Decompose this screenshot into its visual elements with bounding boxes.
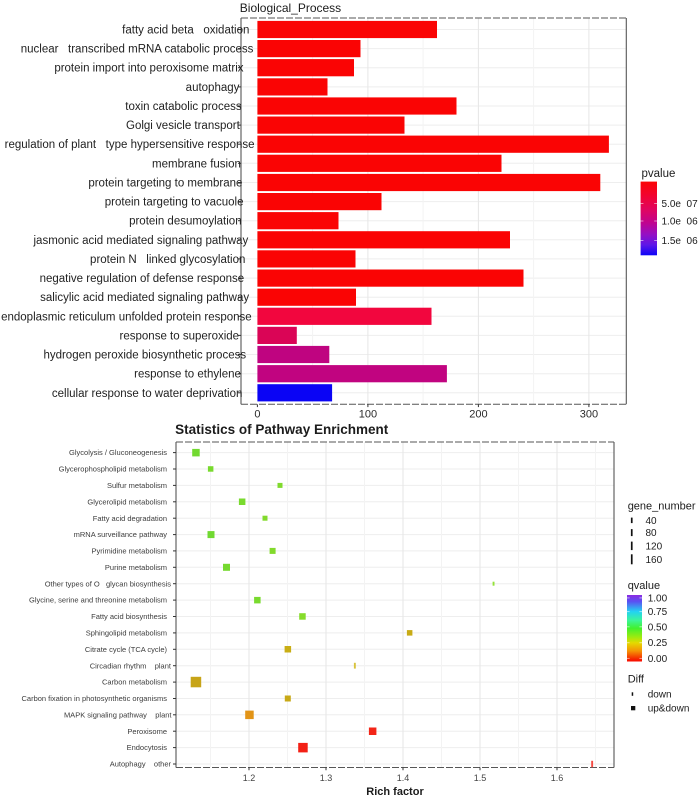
svg-text:Sulfur metabolism: Sulfur metabolism (107, 481, 167, 490)
svg-text:protein import into peroxisome: protein import into peroxisome matrix (54, 63, 243, 75)
svg-text:Sphingolipid metabolism: Sphingolipid metabolism (86, 629, 167, 638)
svg-text:autophagy: autophagy (186, 82, 240, 94)
svg-text:1.2: 1.2 (243, 773, 256, 783)
svg-text:0.75: 0.75 (648, 607, 668, 618)
svg-text:120: 120 (646, 541, 663, 552)
svg-text:300: 300 (580, 408, 598, 420)
svg-text:Autophagy other: Autophagy other (110, 760, 172, 769)
svg-text:Circadian rhythm plant: Circadian rhythm plant (90, 661, 172, 670)
svg-text:Diff: Diff (628, 674, 645, 686)
svg-text:Rich factor: Rich factor (366, 786, 424, 798)
svg-text:1.3: 1.3 (320, 773, 333, 783)
svg-text:Statistics of Pathway Enrichme: Statistics of Pathway Enrichment (175, 422, 389, 437)
svg-text:Glycerolipid metabolism: Glycerolipid metabolism (87, 497, 167, 506)
svg-text:Fatty acid biosynthesis: Fatty acid biosynthesis (91, 612, 167, 621)
svg-text:regulation of plant type hyp: regulation of plant type hypersensitive … (5, 139, 255, 151)
svg-text:Fatty acid degradation: Fatty acid degradation (93, 514, 167, 523)
svg-text:1.4: 1.4 (397, 773, 410, 783)
svg-text:Glycolysis / Gluconeogenesis: Glycolysis / Gluconeogenesis (69, 448, 167, 457)
svg-text:1.0e 06: 1.0e 06 (662, 217, 699, 228)
svg-text:1.5e 06: 1.5e 06 (662, 236, 699, 247)
svg-text:1.6: 1.6 (551, 773, 564, 783)
svg-text:hydrogen peroxide biosynthetic: hydrogen peroxide biosynthetic process (43, 350, 246, 362)
svg-text:Citrate cycle (TCA cycle): Citrate cycle (TCA cycle) (85, 645, 168, 654)
svg-text:response to ethylene: response to ethylene (134, 369, 241, 381)
svg-text:protein N linked glycosylati: protein N linked glycosylation (90, 254, 245, 266)
svg-text:Peroxisome: Peroxisome (127, 727, 167, 736)
svg-text:Other types of O glycan bios: Other types of O glycan biosynthesis (45, 579, 172, 588)
svg-text:40: 40 (646, 516, 658, 527)
svg-text:mRNA surveillance pathway: mRNA surveillance pathway (74, 530, 168, 539)
svg-text:160: 160 (646, 555, 663, 566)
svg-text:negative regulation of defense: negative regulation of defense response (40, 273, 245, 285)
svg-text:Glycine, serine and threonine: Glycine, serine and threonine metabolism (29, 596, 167, 605)
svg-text:up&down: up&down (648, 704, 690, 715)
svg-text:200: 200 (469, 408, 487, 420)
svg-text:protein desumoylation: protein desumoylation (129, 216, 242, 228)
svg-text:toxin catabolic process: toxin catabolic process (125, 101, 242, 113)
svg-text:fatty acid beta oxidation: fatty acid beta oxidation (122, 25, 249, 37)
svg-text:0: 0 (254, 408, 260, 420)
svg-text:protein targeting to membrane: protein targeting to membrane (88, 178, 242, 190)
svg-text:0.25: 0.25 (648, 638, 668, 649)
svg-text:down: down (648, 690, 672, 701)
svg-text:0.50: 0.50 (648, 622, 668, 633)
svg-text:1.5: 1.5 (474, 773, 487, 783)
svg-text:pvalue: pvalue (642, 168, 676, 180)
svg-text:MAPK signaling pathway plan: MAPK signaling pathway plant (64, 710, 172, 719)
svg-text:Golgi vesicle transport: Golgi vesicle transport (126, 120, 241, 132)
svg-text:cellular response to water dep: cellular response to water deprivation (52, 388, 243, 400)
svg-text:Carbon fixation in photosynthe: Carbon fixation in photosynthetic organi… (22, 694, 168, 703)
svg-text:nuclear transcribed mRNA cat: nuclear transcribed mRNA catabolic proce… (21, 44, 254, 56)
svg-text:5.0e 07: 5.0e 07 (662, 199, 699, 210)
svg-text:Pyrimidine metabolism: Pyrimidine metabolism (92, 547, 167, 556)
svg-text:jasmonic acid mediated signali: jasmonic acid mediated signaling pathway (33, 235, 249, 247)
svg-text:gene_number: gene_number (628, 501, 696, 513)
svg-text:qvalue: qvalue (628, 580, 660, 592)
svg-text:Biological_Process: Biological_Process (240, 1, 341, 15)
svg-text:Glycerophospholipid metabolism: Glycerophospholipid metabolism (59, 465, 167, 474)
svg-text:0.00: 0.00 (648, 654, 668, 665)
svg-text:80: 80 (646, 528, 658, 539)
svg-text:1.00: 1.00 (648, 593, 668, 604)
svg-text:Endocytosis: Endocytosis (127, 743, 168, 752)
svg-text:100: 100 (359, 408, 377, 420)
svg-text:Purine metabolism: Purine metabolism (105, 563, 167, 572)
svg-text:response to superoxide: response to superoxide (120, 330, 240, 342)
svg-text:membrane fusion: membrane fusion (152, 158, 241, 170)
svg-text:protein targeting to vacuole: protein targeting to vacuole (105, 197, 244, 209)
svg-text:endoplasmic reticulum unfolded: endoplasmic reticulum unfolded protein r… (1, 311, 252, 323)
svg-text:Carbon metabolism: Carbon metabolism (102, 678, 167, 687)
svg-text:salicylic acid mediated signal: salicylic acid mediated signaling pathwa… (40, 292, 249, 304)
